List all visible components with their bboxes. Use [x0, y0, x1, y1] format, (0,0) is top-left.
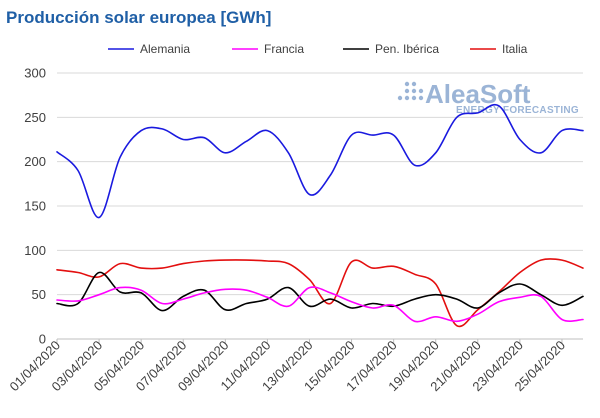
logo-dot — [411, 81, 417, 87]
logo-dot — [418, 88, 424, 94]
series-line-francia — [56, 286, 584, 323]
logo-dot — [411, 88, 417, 94]
y-tick-label: 200 — [24, 154, 46, 169]
y-tick-label: 100 — [24, 243, 46, 258]
logo-dot — [404, 88, 410, 94]
logo-name: AleaSoft — [425, 79, 531, 109]
aleasoft-logo: AleaSoft ENERGY FORECASTING — [397, 79, 579, 116]
series-line-pen-ibérica — [56, 271, 584, 312]
series-lines — [56, 103, 584, 328]
logo-tagline: ENERGY FORECASTING — [456, 105, 579, 116]
y-tick-label: 300 — [24, 66, 46, 81]
logo-dot — [397, 95, 403, 101]
legend-label: Alemania — [140, 42, 190, 56]
legend-label: Italia — [502, 42, 528, 56]
legend-label: Pen. Ibérica — [375, 42, 439, 56]
logo-dot — [404, 95, 410, 101]
y-tick-label: 0 — [39, 332, 46, 347]
legend: Alemania Francia Pen. Ibérica Italia — [108, 42, 528, 56]
x-axis-ticks: 01/04/202003/04/202005/04/202007/04/2020… — [6, 338, 568, 395]
logo-dot — [411, 95, 417, 101]
y-tick-label: 250 — [24, 110, 46, 125]
y-tick-label: 50 — [32, 287, 46, 302]
logo-dot — [418, 95, 424, 101]
logo-dot — [404, 81, 410, 87]
series-line-alemania — [56, 103, 584, 219]
chart-title: Producción solar europea [GWh] — [6, 8, 271, 27]
y-axis-ticks: 0 50 100 150 200 250 300 — [24, 66, 46, 347]
logo-dots-icon — [397, 81, 424, 101]
y-tick-label: 150 — [24, 199, 46, 214]
legend-label: Francia — [264, 42, 304, 56]
